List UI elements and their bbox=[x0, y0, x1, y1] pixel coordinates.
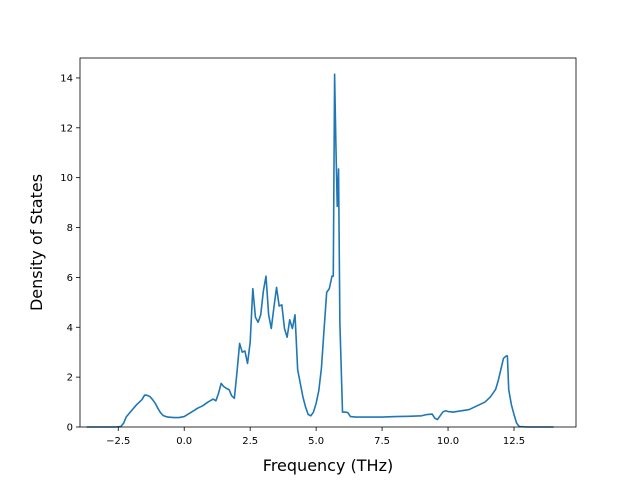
x-tick-label: −2.5 bbox=[106, 436, 130, 447]
x-axis-label: Frequency (THz) bbox=[263, 456, 393, 475]
y-tick-label: 2 bbox=[67, 373, 73, 384]
x-tick-label: 0.0 bbox=[176, 436, 192, 447]
y-tick-label: 10 bbox=[60, 173, 73, 184]
x-tick-label: 5.0 bbox=[308, 436, 324, 447]
y-tick-label: 12 bbox=[60, 123, 73, 134]
x-tick-label: 12.5 bbox=[503, 436, 525, 447]
x-tick-label: 2.5 bbox=[242, 436, 258, 447]
y-tick-label: 14 bbox=[60, 73, 73, 84]
y-tick-label: 8 bbox=[67, 223, 73, 234]
y-tick-label: 4 bbox=[67, 323, 73, 334]
y-axis-ticks: 0 2 4 6 8 10 12 14 bbox=[60, 73, 80, 434]
x-tick-label: 7.5 bbox=[374, 436, 390, 447]
x-tick-label: 10.0 bbox=[437, 436, 459, 447]
axes-frame bbox=[79, 57, 577, 428]
y-tick-label: 0 bbox=[67, 423, 73, 434]
y-tick-label: 6 bbox=[67, 273, 73, 284]
plot-area bbox=[79, 57, 577, 428]
dos-series-line bbox=[86, 73, 554, 428]
x-axis-ticks: −2.5 0.0 2.5 5.0 7.5 10.0 12.5 bbox=[106, 427, 525, 447]
y-axis-label: Density of States bbox=[27, 174, 46, 311]
